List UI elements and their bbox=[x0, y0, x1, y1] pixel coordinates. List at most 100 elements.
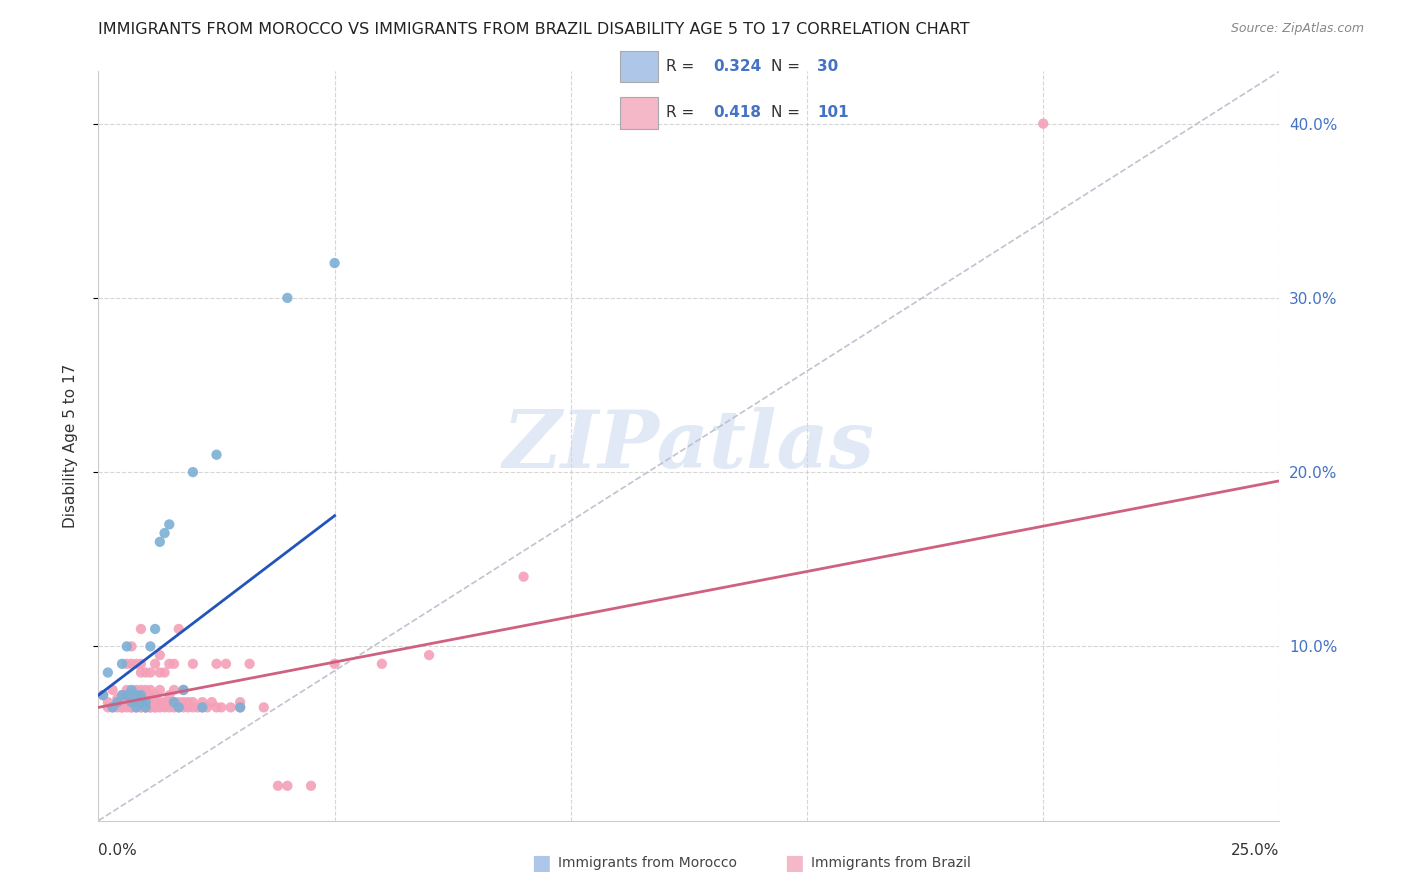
Point bbox=[143, 695, 166, 709]
Point bbox=[229, 695, 252, 709]
Point bbox=[121, 700, 143, 714]
Y-axis label: Disability Age 5 to 17: Disability Age 5 to 17 bbox=[63, 364, 77, 528]
Point bbox=[101, 700, 124, 714]
Point bbox=[153, 695, 176, 709]
Point bbox=[105, 695, 128, 709]
Point bbox=[191, 695, 214, 709]
Point bbox=[115, 682, 138, 697]
Point bbox=[97, 665, 120, 680]
Point bbox=[121, 695, 143, 709]
Point bbox=[181, 695, 204, 709]
Point bbox=[121, 682, 143, 697]
Point bbox=[177, 700, 200, 714]
Point bbox=[195, 700, 218, 714]
Text: 101: 101 bbox=[817, 105, 849, 120]
Point bbox=[323, 256, 346, 270]
Point bbox=[139, 682, 162, 697]
Point bbox=[91, 688, 114, 702]
Point bbox=[219, 700, 242, 714]
Point bbox=[163, 682, 186, 697]
Point bbox=[371, 657, 394, 671]
Point bbox=[135, 700, 157, 714]
Point bbox=[157, 688, 180, 702]
Point bbox=[129, 700, 152, 714]
Point bbox=[276, 779, 298, 793]
Point bbox=[115, 688, 138, 702]
Point bbox=[135, 665, 157, 680]
Point bbox=[172, 682, 194, 697]
Text: Immigrants from Morocco: Immigrants from Morocco bbox=[558, 856, 737, 871]
Point bbox=[135, 700, 157, 714]
Text: 30: 30 bbox=[817, 59, 838, 74]
Point bbox=[115, 695, 138, 709]
Point bbox=[163, 657, 186, 671]
Point bbox=[139, 688, 162, 702]
Point bbox=[167, 622, 190, 636]
Point bbox=[191, 700, 214, 714]
Text: R =: R = bbox=[666, 105, 700, 120]
Point bbox=[125, 700, 148, 714]
Text: ■: ■ bbox=[531, 854, 551, 873]
Point bbox=[181, 700, 204, 714]
Point bbox=[143, 700, 166, 714]
Point bbox=[129, 688, 152, 702]
Text: ZIPatlas: ZIPatlas bbox=[503, 408, 875, 484]
Bar bbox=[620, 97, 658, 128]
Point bbox=[149, 682, 172, 697]
Point bbox=[97, 700, 120, 714]
Point bbox=[143, 700, 166, 714]
Point bbox=[111, 688, 134, 702]
Point bbox=[105, 691, 128, 706]
Text: 25.0%: 25.0% bbox=[1232, 843, 1279, 858]
Point bbox=[143, 657, 166, 671]
Point bbox=[229, 700, 252, 714]
Point bbox=[177, 695, 200, 709]
Point bbox=[135, 700, 157, 714]
Point bbox=[157, 517, 180, 532]
Point bbox=[418, 648, 440, 662]
Text: N =: N = bbox=[770, 105, 804, 120]
Point bbox=[215, 657, 238, 671]
Point bbox=[167, 695, 190, 709]
Point bbox=[135, 691, 157, 706]
Point bbox=[91, 688, 114, 702]
Point bbox=[111, 688, 134, 702]
Point bbox=[139, 700, 162, 714]
Point bbox=[105, 695, 128, 709]
Point bbox=[139, 640, 162, 654]
Point bbox=[129, 695, 152, 709]
Text: 0.0%: 0.0% bbox=[98, 843, 138, 858]
Point bbox=[157, 700, 180, 714]
Point bbox=[205, 700, 228, 714]
Point bbox=[121, 657, 143, 671]
Point bbox=[101, 682, 124, 697]
Point bbox=[167, 700, 190, 714]
Point bbox=[253, 700, 276, 714]
Point bbox=[125, 688, 148, 702]
Point bbox=[239, 657, 262, 671]
Point bbox=[205, 657, 228, 671]
Point bbox=[125, 700, 148, 714]
Point bbox=[172, 682, 194, 697]
Point bbox=[139, 700, 162, 714]
Point bbox=[157, 657, 180, 671]
Point bbox=[153, 665, 176, 680]
Point bbox=[115, 657, 138, 671]
Text: ■: ■ bbox=[785, 854, 804, 873]
Point bbox=[229, 700, 252, 714]
Text: N =: N = bbox=[770, 59, 804, 74]
Point bbox=[172, 700, 194, 714]
Point bbox=[149, 695, 172, 709]
Point bbox=[139, 665, 162, 680]
Point bbox=[163, 695, 186, 709]
Point bbox=[163, 695, 186, 709]
Text: 0.418: 0.418 bbox=[713, 105, 761, 120]
Point bbox=[149, 648, 172, 662]
Text: Immigrants from Brazil: Immigrants from Brazil bbox=[811, 856, 972, 871]
Point bbox=[323, 657, 346, 671]
Point bbox=[97, 695, 120, 709]
Point bbox=[167, 700, 190, 714]
Point bbox=[135, 695, 157, 709]
Text: IMMIGRANTS FROM MOROCCO VS IMMIGRANTS FROM BRAZIL DISABILITY AGE 5 TO 17 CORRELA: IMMIGRANTS FROM MOROCCO VS IMMIGRANTS FR… bbox=[98, 22, 970, 37]
Point bbox=[172, 695, 194, 709]
